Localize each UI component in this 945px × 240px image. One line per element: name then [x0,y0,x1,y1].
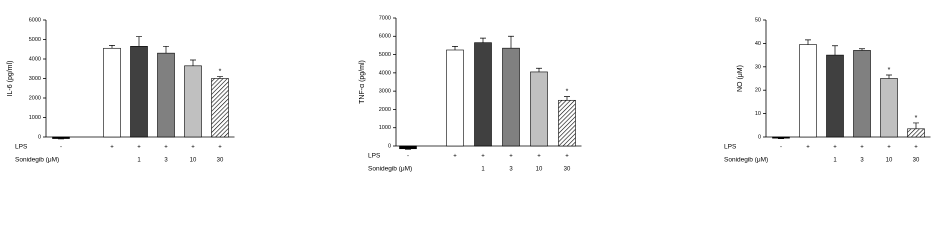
bar [157,52,175,138]
row-value: + [164,145,168,151]
row-value: + [191,145,195,151]
error-bar [832,45,838,56]
bar [446,49,464,147]
y-tick-label: 4000 [379,70,391,76]
row-value: 3 [509,167,513,173]
y-tick-label: 1000 [29,115,41,121]
row-value: + [218,145,222,151]
y-tick-label: 0 [38,134,41,140]
y-axis-label: NO (μM) [737,65,744,92]
y-tick-label: 2000 [379,107,391,113]
bar [907,128,925,138]
annotation: * [888,67,891,74]
annotation: * [915,115,918,122]
error-bar [536,67,542,72]
row-value: + [887,145,891,151]
row-value: + [537,154,541,160]
row-value: + [481,154,485,160]
row-value: 30 [564,167,571,173]
row-label: Sonidegib (μM) [15,157,59,164]
bar [52,136,70,139]
bar [211,78,229,138]
y-tick-label: 5000 [29,37,41,43]
row-label: LPS [368,153,381,160]
y-axis-label: TNF-α (pg/ml) [359,60,366,104]
y-tick-label: 5000 [379,52,391,58]
y-tick-label: 10 [755,111,761,117]
error-bar [109,45,115,49]
error-bar [190,59,196,66]
y-tick-label: 3000 [29,76,41,82]
row-label: LPS [15,144,28,151]
y-axis-label: IL-6 (pg/ml) [7,61,14,97]
annotation: * [219,68,222,75]
y-tick-label: 1000 [379,125,391,131]
y-tick-label: 6000 [29,17,41,23]
bar [826,54,844,138]
error-bar [217,76,223,79]
row-value: 10 [886,158,893,164]
row-value: + [509,154,513,160]
error-bar [163,45,169,54]
row-value: 3 [860,158,864,164]
bar [558,99,576,147]
error-bar [480,37,486,43]
error-bar [564,96,570,101]
bar [399,145,417,150]
error-bar [805,39,811,45]
row-value: - [60,145,62,151]
y-tick-label: 6000 [379,34,391,40]
y-tick-label: 20 [755,88,761,94]
error-bar [913,122,919,129]
y-tick-label: 7000 [379,15,391,21]
row-value: + [565,154,569,160]
bar [103,47,121,138]
bar [474,42,492,147]
row-value: + [137,145,141,151]
error-bar [452,45,458,50]
error-bar [136,36,142,47]
row-value: 1 [481,167,485,173]
error-bar [859,48,865,51]
row-label: Sonidegib (μM) [724,157,768,164]
row-value: 3 [164,158,168,164]
row-value: - [407,154,409,160]
y-tick-label: 40 [755,41,761,47]
figure: IL-6 (pg/ml)0100020003000400050006000*LP… [7,15,931,173]
row-value: + [806,145,810,151]
row-value: - [780,145,782,151]
error-bar [405,148,411,150]
bar [772,136,790,139]
row-value: 30 [217,158,224,164]
row-label: LPS [724,144,737,151]
bar [502,47,520,147]
bar [184,65,202,138]
row-value: 10 [190,158,197,164]
y-tick-label: 3000 [379,89,391,95]
bar [530,71,548,147]
row-value: 30 [913,158,920,164]
bar [130,46,148,138]
y-tick-label: 0 [388,143,391,149]
y-tick-label: 30 [755,64,761,70]
row-value: + [860,145,864,151]
row-value: 10 [536,167,543,173]
row-value: 1 [833,158,837,164]
error-bar [886,74,892,79]
y-tick-label: 0 [758,134,761,140]
bar [799,44,817,138]
row-label: Sonidegib (μM) [368,166,412,173]
row-value: + [914,145,918,151]
row-value: + [453,154,457,160]
annotation: * [566,88,569,95]
row-value: + [833,145,837,151]
row-value: + [110,145,114,151]
y-tick-label: 4000 [29,56,41,62]
bar [880,78,898,138]
error-bar [508,35,514,49]
y-tick-label: 50 [755,17,761,23]
y-tick-label: 2000 [29,95,41,101]
bar [853,50,871,138]
row-value: 1 [137,158,141,164]
